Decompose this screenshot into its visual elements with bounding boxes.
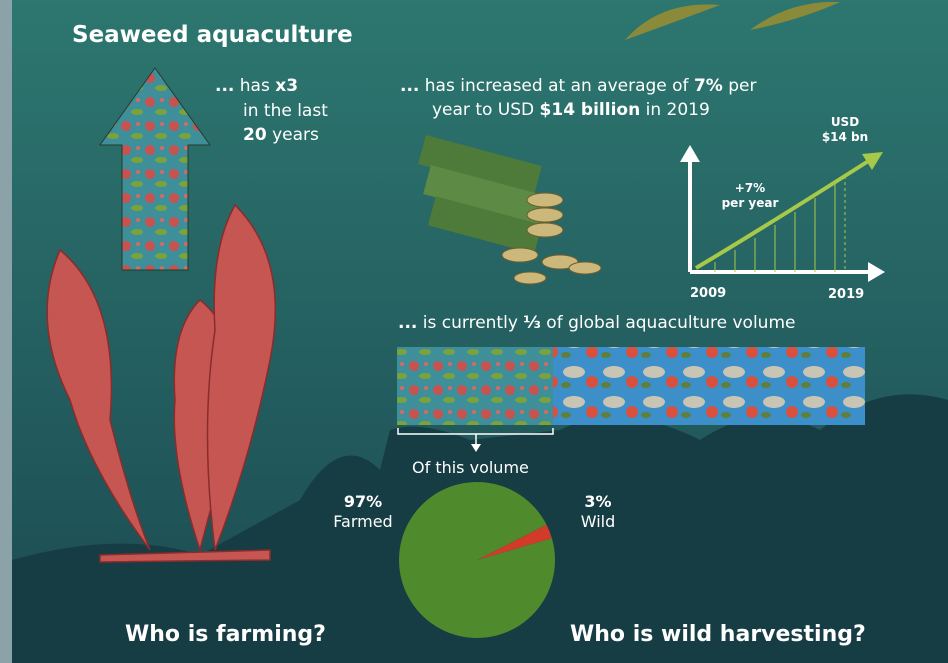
text: has increased at an average of [425,76,689,96]
text: per [728,76,756,96]
pie-value-label: 97% [328,494,398,510]
wild-label: 3% Wild [570,494,626,530]
text: in 2019 [646,100,710,120]
growth-text: 20 years [243,127,319,144]
growth-text: in the last [243,103,328,120]
trend-end-label: USD $14 bn [820,116,870,143]
pie-slice [399,482,555,638]
text: year to USD [432,100,534,120]
ellipsis: ... [398,313,417,333]
text-bold: ⅓ [523,313,541,333]
text: years [272,125,319,145]
pie [399,482,555,638]
footer-left[interactable]: Who is farming? [125,624,326,646]
footer-right[interactable]: Who is wild harvesting? [570,624,866,646]
text: per year [710,197,790,209]
seaweed-share [397,347,553,425]
share-caption: Of this volume [412,460,529,476]
ellipsis: ... [400,76,419,96]
other-aquaculture-share [553,347,865,425]
text-bold: 20 [243,125,267,145]
ellipsis: ... [215,76,234,96]
pie-value-label: 3% [570,494,626,510]
text: +7% [710,182,790,194]
trend-end-year: 2019 [828,288,864,301]
trend-start-year: 2009 [690,287,726,300]
share-text: ... is currently ⅓ of global aquaculture… [398,315,795,332]
text-bold: $14 billion [540,100,641,120]
pie-label: Wild [570,514,626,530]
text: is currently [423,313,518,333]
title: Seaweed aquaculture [72,24,353,47]
pie-label: Farmed [328,514,398,530]
text: of global aquaculture volume [546,313,795,333]
text: USD [820,116,870,128]
value-text: ... has increased at an average of 7% pe… [400,78,756,95]
text: has [240,76,270,96]
infographic: Seaweed aquaculture ... has x3 in the la… [0,0,948,663]
text-bold: x3 [275,76,298,96]
farmed-label: 97% Farmed [328,494,398,530]
text-bold: 7% [694,76,723,96]
growth-text: ... has x3 [215,78,298,95]
photo-strip [0,0,12,663]
trend-rate-label: +7% per year [710,182,790,209]
text: $14 bn [820,131,870,143]
value-text: year to USD $14 billion in 2019 [432,102,710,119]
